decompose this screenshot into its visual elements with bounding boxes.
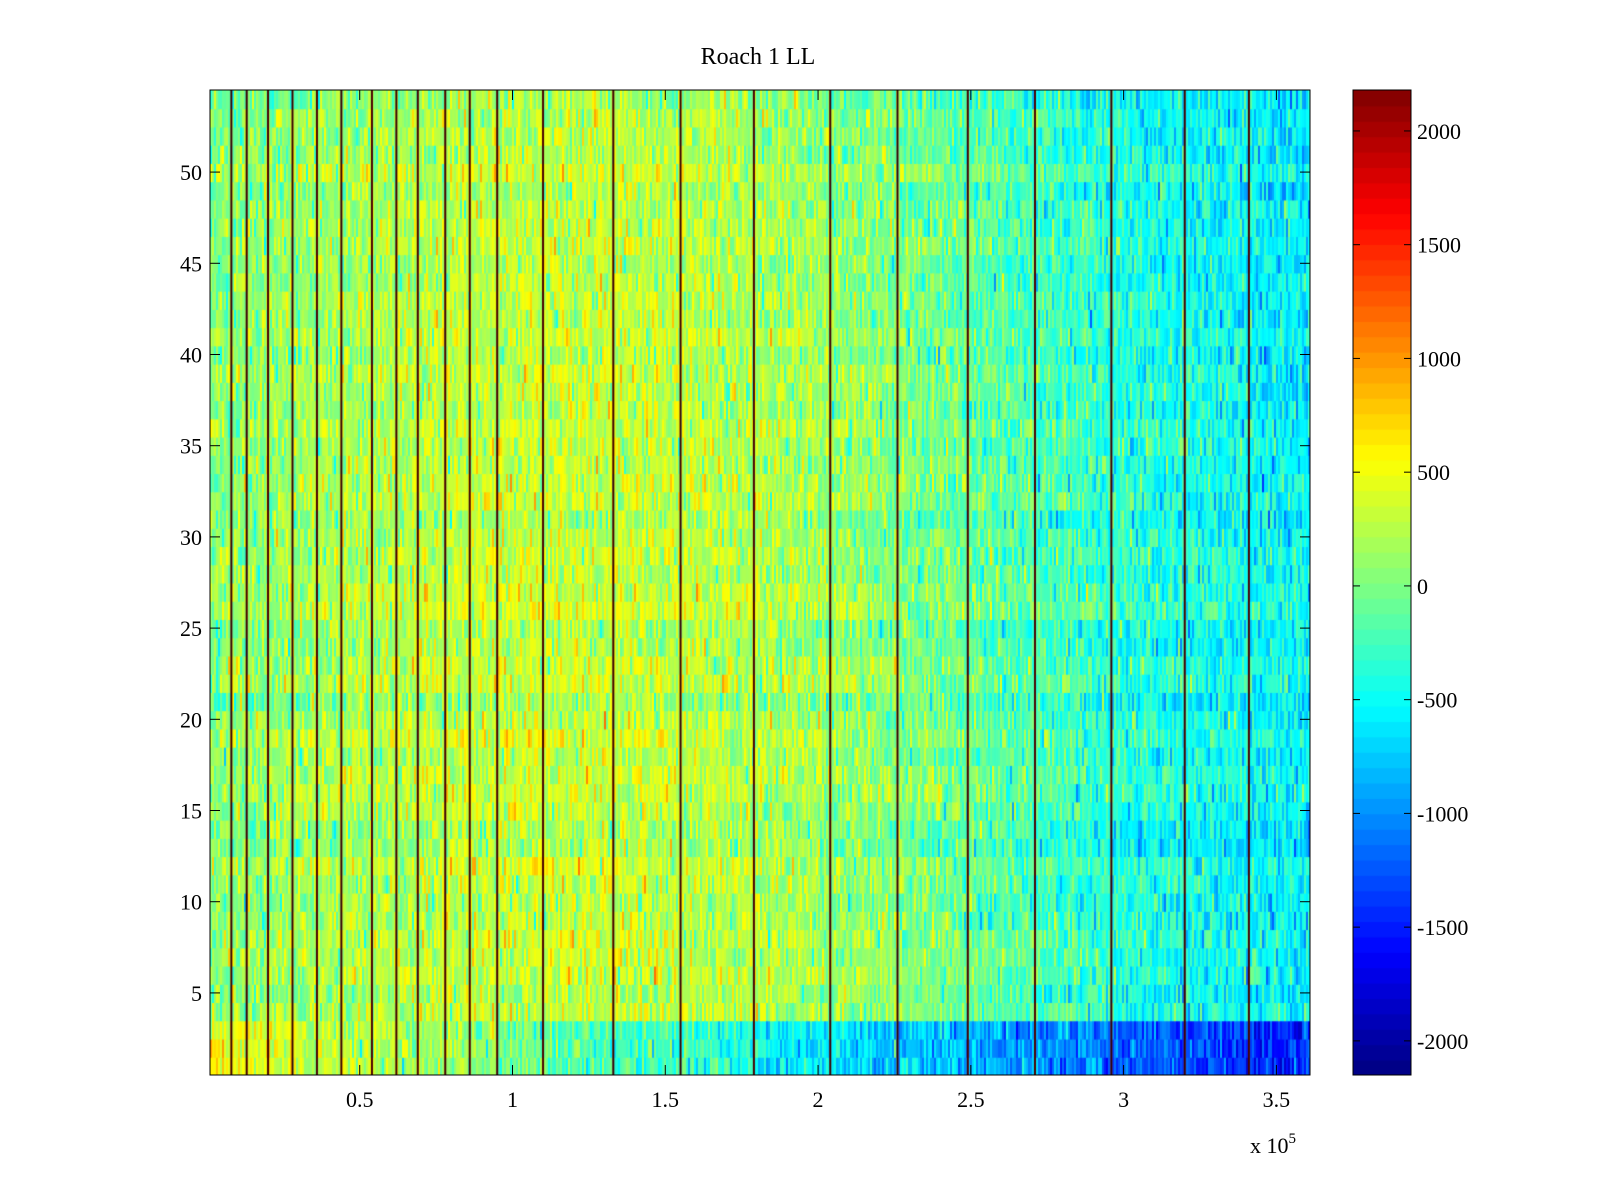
heatmap-plot xyxy=(210,90,1310,1075)
x-tick-label: 3.5 xyxy=(1263,1087,1291,1112)
colorbar-tick-label: 2000 xyxy=(1417,119,1461,144)
colorbar xyxy=(1353,90,1411,1075)
y-tick-label: 40 xyxy=(180,342,202,367)
plot-frame xyxy=(209,89,1311,1076)
chart-title: Roach 1 LL xyxy=(700,44,816,70)
colorbar-tick-label: 1500 xyxy=(1417,233,1461,258)
y-tick-label: 50 xyxy=(180,160,202,185)
y-tick-label: 30 xyxy=(180,525,202,550)
colorbar-tick-label: -1500 xyxy=(1417,915,1468,940)
x-tick-label: 1 xyxy=(507,1087,518,1112)
colorbar-tick-label: -500 xyxy=(1417,688,1457,713)
colorbar-tick-label: 1000 xyxy=(1417,346,1461,371)
x-tick-label: 2 xyxy=(813,1087,824,1112)
colorbar-tick-label: -1000 xyxy=(1417,801,1468,826)
colorbar-frame xyxy=(1352,89,1412,1076)
x-multiplier-exponent: 5 xyxy=(1289,1131,1297,1147)
y-tick-label: 10 xyxy=(180,890,202,915)
y-tick-label: 5 xyxy=(191,981,202,1006)
colorbar-tick-label: 0 xyxy=(1417,574,1428,599)
x-tick-label: 1.5 xyxy=(652,1087,680,1112)
x-tick-label: 2.5 xyxy=(957,1087,985,1112)
colorbar-tick-label: 500 xyxy=(1417,460,1450,485)
y-tick-label: 25 xyxy=(180,616,202,641)
x-tick-label: 0.5 xyxy=(346,1087,374,1112)
x-multiplier-label: x 105 xyxy=(1250,1131,1296,1158)
y-tick-label: 20 xyxy=(180,707,202,732)
x-tick-label: 3 xyxy=(1118,1087,1129,1112)
y-tick-label: 35 xyxy=(180,434,202,459)
colorbar-tick-label: -2000 xyxy=(1417,1029,1468,1054)
y-tick-label: 45 xyxy=(180,251,202,276)
y-tick-label: 15 xyxy=(180,799,202,824)
